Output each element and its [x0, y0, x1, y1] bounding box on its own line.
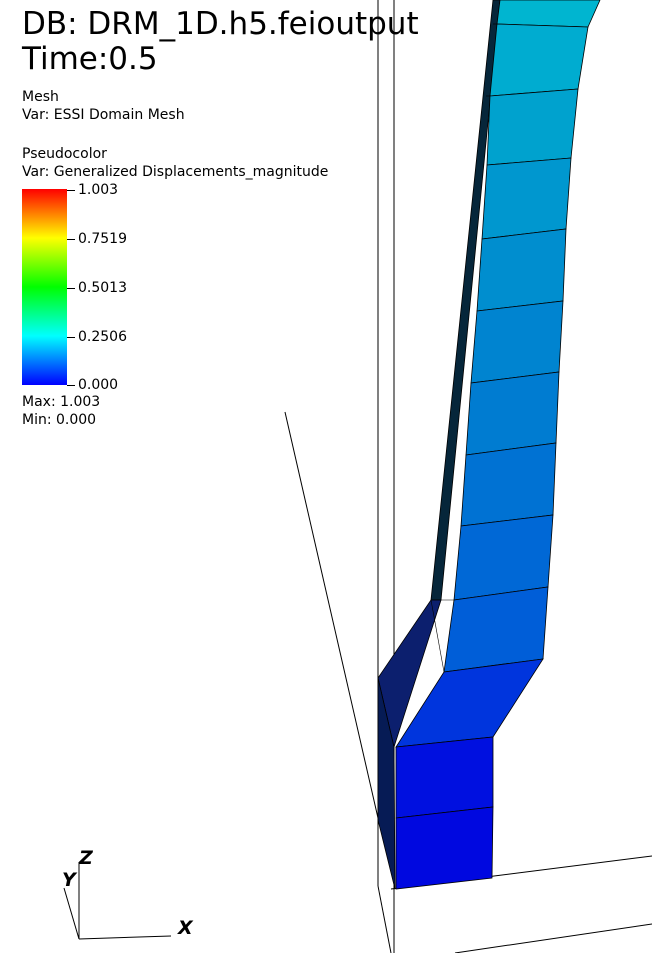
- legend-tick-label: 0.7519: [67, 232, 127, 246]
- legend-tick-label: 0.2506: [67, 330, 127, 344]
- legend-max-value: Max: 1.003: [22, 394, 101, 410]
- mesh-plot-title: Mesh: [22, 89, 59, 105]
- x-axis-label: X: [178, 917, 193, 939]
- database-title: DB: DRM_1D.h5.feioutput: [22, 6, 419, 42]
- pile-side-faces: [377, 0, 501, 890]
- z-axis-label: Z: [79, 847, 93, 869]
- colorbar-legend: [22, 189, 67, 385]
- pile-front-faces: [395, 0, 601, 890]
- legend-min-value: Min: 0.000: [22, 412, 97, 428]
- mesh-plot-variable: Var: ESSI Domain Mesh: [22, 107, 185, 123]
- pile-side-edges: [430, 23, 497, 673]
- y-axis-line: [63, 887, 80, 940]
- legend-tick-label: 0.5013: [67, 281, 127, 295]
- legend-tick-label: 1.003: [67, 183, 118, 197]
- pseudocolor-plot-title: Pseudocolor: [22, 146, 107, 162]
- y-axis-label: Y: [62, 869, 76, 891]
- legend-tick-label: 0.000: [67, 378, 118, 392]
- x-axis-line: [78, 935, 172, 940]
- time-label: Time:0.5: [22, 41, 158, 77]
- pseudocolor-plot-variable: Var: Generalized Displacements_magnitude: [22, 164, 329, 180]
- axes-triad: [63, 862, 172, 940]
